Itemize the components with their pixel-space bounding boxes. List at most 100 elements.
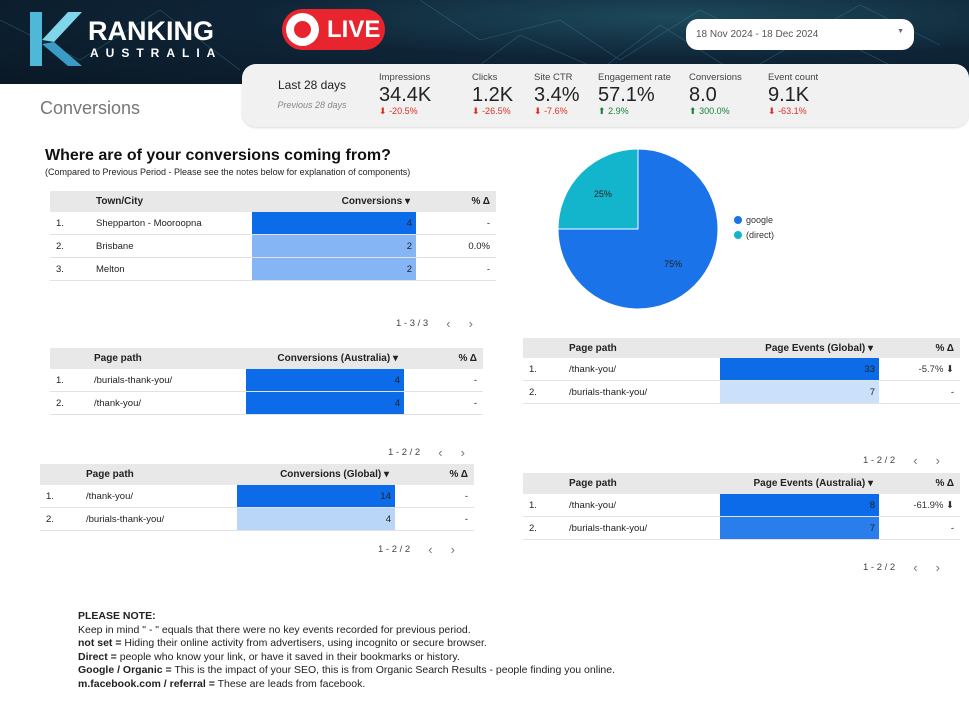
column-header-metric[interactable]: Page Events (Australia) ▾	[753, 478, 873, 489]
table-header: Page path Page Events (Australia) ▾ % Δ	[523, 473, 960, 494]
arrow-down-icon: ⬇	[472, 106, 480, 116]
scorecard-value: 9.1K	[768, 84, 810, 106]
data-table-2: Page path Conversions (Australia) ▾ % Δ …	[50, 348, 483, 415]
notes-section: PLEASE NOTE: Keep in mind " - " equals t…	[78, 610, 615, 691]
row-label: /thank-you/	[569, 499, 616, 511]
prev-page-icon[interactable]: ‹	[438, 445, 443, 460]
section-subtitle: (Compared to Previous Period - Please se…	[45, 167, 411, 177]
column-header-dimension[interactable]: Page path	[86, 469, 134, 480]
record-icon	[286, 13, 319, 46]
table-pagination: 1 - 2 / 2 ‹ ›	[863, 560, 940, 575]
table-header: Page path Conversions (Australia) ▾ % Δ	[50, 348, 483, 369]
column-header-dimension[interactable]: Page path	[569, 342, 617, 354]
table-row[interactable]: 2. /burials-thank-you/ 7 -	[523, 517, 960, 540]
prev-page-icon[interactable]: ‹	[913, 560, 918, 575]
row-delta: -	[464, 490, 468, 502]
metric-bar: 14	[237, 485, 395, 507]
column-header-delta[interactable]: % Δ	[458, 353, 478, 364]
table-row[interactable]: 1. Shepparton - Mooroopna 4 -	[50, 212, 496, 235]
note-term: not set =	[78, 637, 122, 649]
metric-bar: 7	[720, 381, 879, 403]
next-page-icon[interactable]: ›	[460, 445, 465, 460]
scorecard-value: 57.1%	[598, 84, 655, 106]
table-row[interactable]: 2. /thank-you/ 4 -	[50, 392, 483, 415]
column-header-metric[interactable]: Page Events (Global) ▾	[765, 342, 873, 354]
table-row[interactable]: 2. /burials-thank-you/ 7 -	[523, 381, 960, 404]
row-label: Brisbane	[96, 240, 134, 252]
pie-slice-direct[interactable]	[557, 148, 639, 230]
metric-bar: 4	[237, 508, 395, 530]
pie-data-label: 25%	[594, 189, 612, 199]
column-header-dimension[interactable]: Page path	[569, 478, 617, 489]
next-page-icon[interactable]: ›	[450, 542, 455, 557]
row-delta: -	[950, 522, 954, 534]
prev-page-icon[interactable]: ‹	[428, 542, 433, 557]
next-page-icon[interactable]: ›	[935, 560, 940, 575]
page-title: Conversions	[40, 98, 141, 118]
notes-line: Keep in mind " - " equals that there wer…	[78, 623, 471, 636]
pagination-range: 1 - 2 / 2	[388, 447, 421, 458]
row-number: 1.	[56, 217, 64, 229]
row-delta: -	[473, 374, 477, 386]
column-header-delta[interactable]: % Δ	[935, 342, 955, 354]
table-row[interactable]: 2. Brisbane 2 0.0%	[50, 235, 496, 258]
date-range-picker[interactable]: 18 Nov 2024 - 18 Dec 2024 ▼	[686, 19, 914, 50]
column-header-delta[interactable]: % Δ	[935, 478, 955, 489]
prev-page-icon[interactable]: ‹	[913, 453, 918, 468]
arrow-down-icon: ⬇	[534, 106, 542, 116]
row-label: /burials-thank-you/	[94, 374, 173, 386]
data-table-1: Town/City Conversions ▾ % Δ 1. Shepparto…	[50, 191, 496, 281]
scorecard-site-ctr: Site CTR 3.4% ⬇ -7.6%	[534, 72, 580, 117]
note-text: Hiding their online activity from advert…	[121, 637, 487, 649]
note-item: not set = Hiding their online activity f…	[78, 637, 615, 651]
table-row[interactable]: 1. /burials-thank-you/ 4 -	[50, 369, 483, 392]
metric-bar: 2	[252, 235, 416, 257]
row-delta: -	[486, 217, 490, 229]
scorecard-engagement-rate: Engagement rate 57.1% ⬆ 2.9%	[598, 72, 671, 117]
column-header-metric[interactable]: Conversions (Australia) ▾	[277, 353, 398, 364]
legend-item-direct[interactable]: (direct)	[734, 230, 774, 240]
row-number: 3.	[56, 263, 64, 275]
scorecard-delta: ⬆ 300.0%	[689, 106, 730, 116]
note-item: m.facebook.com / referral = These are le…	[78, 678, 615, 692]
row-label: /thank-you/	[94, 397, 141, 409]
column-header-delta[interactable]: % Δ	[471, 196, 491, 207]
note-term: Google / Organic =	[78, 664, 172, 676]
scorecard-value: 1.2K	[472, 84, 514, 106]
section-title: Where are of your conversions coming fro…	[45, 147, 391, 164]
pie-data-label: 75%	[664, 259, 682, 269]
column-header-dimension[interactable]: Page path	[94, 353, 142, 364]
row-number: 1.	[46, 490, 54, 502]
column-header-dimension[interactable]: Town/City	[96, 196, 144, 207]
pagination-range: 1 - 3 / 3	[396, 318, 429, 329]
logo-mark-icon	[30, 12, 82, 66]
column-header-metric[interactable]: Conversions (Global) ▾	[280, 469, 389, 480]
prev-page-icon[interactable]: ‹	[446, 316, 451, 331]
table-row[interactable]: 1. /thank-you/ 14 -	[40, 485, 474, 508]
scorecard-delta: ⬇ -20.5%	[379, 106, 418, 116]
table-row[interactable]: 1. /thank-you/ 33 -5.7% ⬇	[523, 358, 960, 381]
note-text: This is the impact of your SEO, this is …	[171, 664, 615, 676]
table-row[interactable]: 2. /burials-thank-you/ 4 -	[40, 508, 474, 531]
next-page-icon[interactable]: ›	[468, 316, 473, 331]
row-number: 1.	[529, 363, 537, 375]
column-header-delta[interactable]: % Δ	[449, 469, 469, 480]
source-pie-chart: 75% 25%	[557, 148, 719, 310]
row-label: /burials-thank-you/	[569, 522, 648, 534]
table-row[interactable]: 3. Melton 2 -	[50, 258, 496, 281]
logo-text-australia: AUSTRALIA	[90, 46, 223, 60]
compare-period: Previous 28 days	[277, 100, 347, 110]
table-row[interactable]: 1. /thank-you/ 8 -61.9% ⬇	[523, 494, 960, 517]
pie-legend: google (direct)	[734, 215, 774, 245]
column-header-metric[interactable]: Conversions ▾	[341, 196, 410, 207]
pagination-range: 1 - 2 / 2	[378, 544, 411, 555]
scorecard-bar: Last 28 days Previous 28 days Impression…	[242, 64, 969, 127]
next-page-icon[interactable]: ›	[935, 453, 940, 468]
row-delta: -5.7% ⬇	[918, 363, 954, 375]
scorecard-delta: ⬇ -63.1%	[768, 106, 807, 116]
arrow-down-icon: ⬇	[379, 106, 387, 116]
row-number: 1.	[529, 499, 537, 511]
row-delta: 0.0%	[468, 240, 490, 252]
legend-item-google[interactable]: google	[734, 215, 774, 225]
scorecard-conversions: Conversions 8.0 ⬆ 300.0%	[689, 72, 742, 117]
